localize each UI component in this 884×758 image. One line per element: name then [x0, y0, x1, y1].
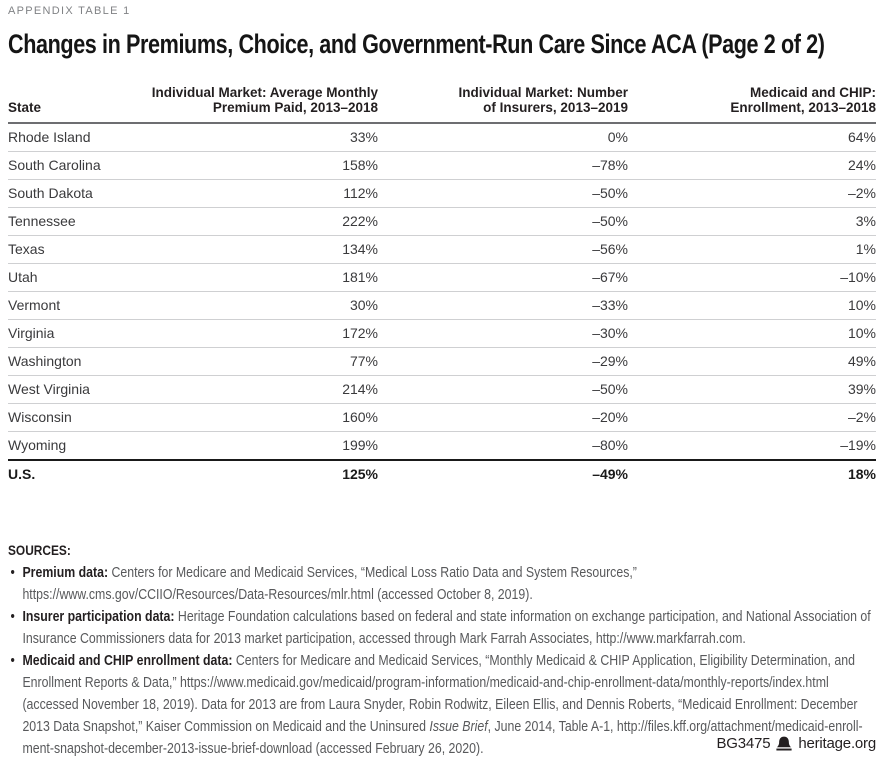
insurers-cell: –80%: [592, 437, 628, 453]
medicaid-cell: 1%: [855, 241, 876, 257]
state-cell: West Virginia: [8, 381, 90, 397]
table-row: Tennessee 222% –50% 3%: [8, 208, 876, 236]
col-header-state: State: [8, 100, 42, 115]
premium-cell: 199%: [342, 437, 378, 453]
state-cell: Vermont: [8, 297, 61, 313]
insurers-cell: –78%: [592, 157, 628, 173]
premium-cell: 77%: [349, 353, 378, 369]
state-cell: South Dakota: [8, 185, 93, 201]
premium-cell: 33%: [349, 129, 378, 145]
insurers-cell: –33%: [592, 297, 628, 313]
table-row-total: U.S. 125% –49% 18%: [8, 460, 876, 488]
table-row: Utah 181% –67% –10%: [8, 264, 876, 292]
table-row: Washington 77% –29% 49%: [8, 348, 876, 376]
premium-cell: 125%: [342, 466, 378, 482]
premium-cell: 158%: [342, 157, 378, 173]
col-header-premium: Individual Market: Average Monthly Premi…: [151, 85, 378, 115]
table-row: Texas 134% –56% 1%: [8, 236, 876, 264]
page-title: Changes in Premiums, Choice, and Governm…: [8, 29, 825, 59]
insurers-cell: –67%: [592, 269, 628, 285]
table-body: Rhode Island 33% 0% 64% South Carolina 158% –7…: [8, 123, 876, 488]
source-item: Medicaid and CHIP enrollment data: Cente…: [8, 650, 884, 758]
insurers-cell: 0%: [607, 129, 628, 145]
premium-cell: 160%: [342, 409, 378, 425]
medicaid-cell: –19%: [840, 437, 876, 453]
liberty-bell-icon: [776, 736, 792, 751]
insurers-cell: –29%: [592, 353, 628, 369]
state-cell: Texas: [8, 241, 45, 257]
state-cell: South Carolina: [8, 157, 101, 173]
source-item: Insurer participation data: Heritage Fou…: [8, 606, 884, 650]
premium-cell: 112%: [343, 185, 378, 201]
sources-section: SOURCES: Premium data: Centers for Medic…: [8, 539, 884, 758]
appendix-table-label: APPENDIX TABLE 1: [8, 5, 131, 17]
col-header-insurers: Individual Market: Number of Insurers, 2…: [458, 85, 628, 115]
state-cell: Wyoming: [8, 437, 67, 453]
premium-cell: 181%: [342, 269, 378, 285]
sources-heading: SOURCES:: [8, 542, 71, 558]
table-row: Wisconsin 160% –20% –2%: [8, 404, 876, 432]
state-cell: Wisconsin: [8, 409, 72, 425]
website-url: heritage.org: [798, 735, 876, 752]
source-item: Premium data: Centers for Medicare and M…: [8, 562, 884, 606]
premium-cell: 222%: [342, 213, 378, 229]
medicaid-cell: 49%: [847, 353, 876, 369]
medicaid-cell: 10%: [847, 297, 876, 313]
insurers-cell: –30%: [592, 325, 628, 341]
premium-cell: 30%: [349, 297, 378, 313]
state-cell: U.S.: [8, 466, 36, 482]
table-row: Rhode Island 33% 0% 64%: [8, 123, 876, 152]
table-row: Vermont 30% –33% 10%: [8, 292, 876, 320]
medicaid-cell: –2%: [847, 185, 876, 201]
medicaid-cell: 64%: [847, 129, 876, 145]
medicaid-cell: 10%: [847, 325, 876, 341]
insurers-cell: –20%: [592, 409, 628, 425]
premium-cell: 134%: [342, 241, 378, 257]
medicaid-cell: 3%: [855, 213, 876, 229]
insurers-cell: –50%: [592, 213, 628, 229]
premium-cell: 214%: [342, 381, 378, 397]
table-row: South Dakota 112% –50% –2%: [8, 180, 876, 208]
table-row: Virginia 172% –30% 10%: [8, 320, 876, 348]
medicaid-cell: 18%: [847, 466, 876, 482]
col-header-medicaid: Medicaid and CHIP: Enrollment, 2013–2018: [730, 85, 876, 115]
insurers-cell: –56%: [592, 241, 628, 257]
table-row: South Carolina 158% –78% 24%: [8, 152, 876, 180]
table-header: State Individual Market: Average Monthly…: [8, 85, 876, 123]
state-cell: Rhode Island: [8, 129, 91, 145]
medicaid-cell: 39%: [847, 381, 876, 397]
state-cell: Tennessee: [8, 213, 76, 229]
state-cell: Virginia: [8, 325, 55, 341]
table-row: West Virginia 214% –50% 39%: [8, 376, 876, 404]
medicaid-cell: 24%: [847, 157, 876, 173]
table-row: Wyoming 199% –80% –19%: [8, 432, 876, 460]
state-cell: Washington: [8, 353, 82, 369]
sources-list: Premium data: Centers for Medicare and M…: [8, 562, 884, 758]
footer: BG3475 heritage.org: [717, 735, 877, 752]
medicaid-cell: –10%: [840, 269, 876, 285]
medicaid-cell: –2%: [847, 409, 876, 425]
premium-cell: 172%: [342, 325, 378, 341]
document-id: BG3475: [716, 735, 771, 752]
state-data-table: State Individual Market: Average Monthly…: [8, 85, 876, 488]
state-cell: Utah: [8, 269, 38, 285]
insurers-cell: –50%: [592, 185, 628, 201]
insurers-cell: –50%: [592, 381, 628, 397]
insurers-cell: –49%: [592, 466, 628, 482]
